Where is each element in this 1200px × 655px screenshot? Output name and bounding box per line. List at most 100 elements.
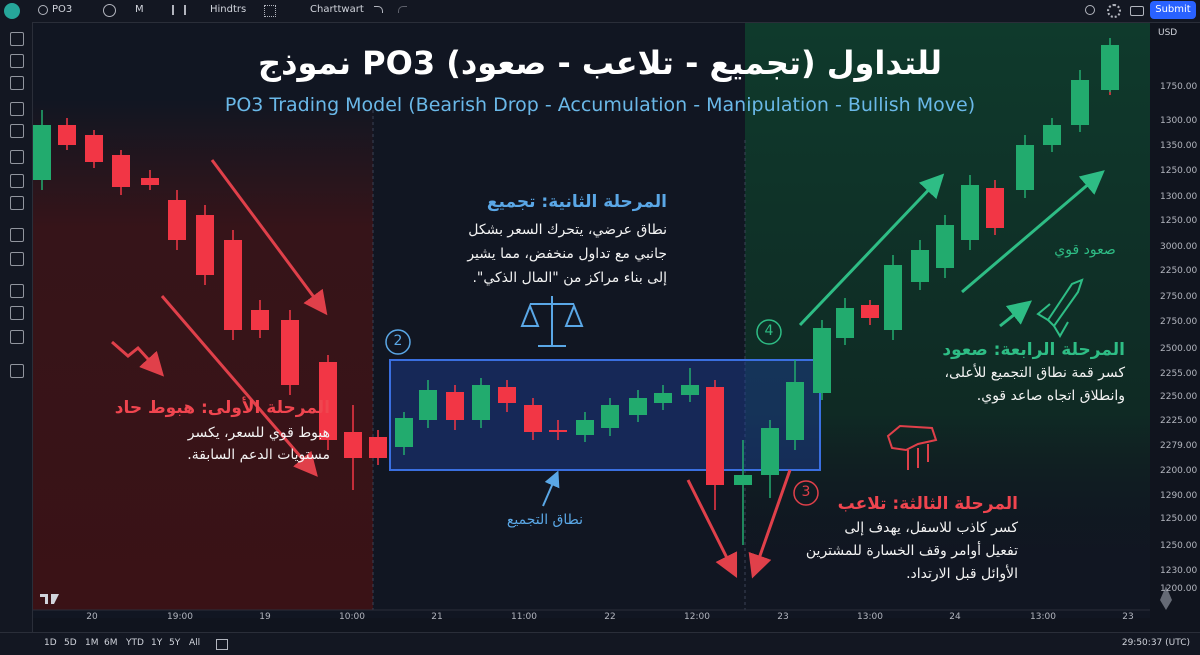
price-label: 1250.00 (1160, 541, 1198, 551)
candle-body (369, 437, 387, 458)
candles (33, 38, 1119, 545)
price-label: 2750.00 (1160, 292, 1198, 302)
candle-body (936, 225, 954, 268)
tool-icon[interactable] (10, 228, 24, 242)
candle-body (196, 215, 214, 275)
left-toolbar (0, 22, 33, 632)
undo-icon[interactable] (374, 6, 383, 13)
range-button[interactable]: All (189, 638, 201, 648)
candle-body (419, 390, 437, 420)
tool-icon[interactable] (10, 364, 24, 378)
candle-body (524, 405, 542, 432)
tool-icon[interactable] (10, 150, 24, 164)
tool-icon[interactable] (10, 174, 24, 188)
interval[interactable]: M (135, 4, 144, 15)
candle-body (1071, 80, 1089, 125)
camera-icon[interactable] (1130, 6, 1144, 16)
tool-icon[interactable] (10, 54, 24, 68)
tool-icon[interactable] (10, 124, 24, 138)
search-icon[interactable] (1085, 5, 1095, 15)
tool-icon[interactable] (10, 252, 24, 266)
price-axis (1150, 22, 1200, 632)
phase-number: 4 (764, 323, 774, 339)
phase-marker (385, 329, 411, 355)
arrow (160, 295, 318, 477)
time-label: 12:00 (684, 612, 710, 622)
time-label: 22 (604, 612, 616, 622)
range-button[interactable]: 1D (44, 638, 57, 648)
tool-icon[interactable] (10, 306, 24, 320)
price-label: 1250.00 (1160, 166, 1198, 176)
price-label: 2255.00 (1160, 369, 1198, 379)
clock: 29:50:37 (UTC) (1121, 638, 1190, 648)
candle-body (446, 392, 464, 420)
price-label: 2750.00 (1160, 317, 1198, 327)
time-label: 19 (259, 612, 271, 622)
price-label: 1200.00 (1160, 584, 1198, 594)
price-label: 3000.00 (1160, 242, 1198, 252)
scale-icon (520, 296, 584, 347)
price-label: 1300.00 (1160, 192, 1198, 202)
range-button[interactable]: 1M (85, 638, 99, 648)
candle-body (281, 320, 299, 385)
bottom-toolbar: 1D 5D 1M 6M YTD 1Y 5Y All 29:50:37 (UTC) (0, 632, 1200, 655)
price-label: 2225.00 (1160, 416, 1198, 426)
phase-title: المرحلة الرابعة: صعود (942, 340, 1125, 360)
indicators[interactable]: Hindtrs (210, 4, 247, 15)
range-button[interactable]: 5D (64, 638, 77, 648)
phase-marker (756, 319, 782, 345)
price-label: 2250.00 (1160, 266, 1198, 276)
candle-body (629, 398, 647, 415)
candle-body (761, 428, 779, 475)
symbol[interactable]: PO3 (52, 4, 73, 15)
phase-text: الأوائل قبل الارتداد. (906, 566, 1018, 582)
sparkle-icon (1160, 586, 1172, 610)
phase-text: هبوط قوي للسعر، يكسر (187, 425, 330, 441)
candle-body (168, 200, 186, 240)
phase-text: إلى بناء مراكز من "المال الذكي". (472, 270, 667, 286)
arrow (748, 469, 792, 579)
candle-body (319, 362, 337, 440)
chart-type-icon[interactable] (172, 5, 186, 15)
tool-icon[interactable] (10, 76, 24, 90)
phase-text: جانبي مع تداول منخفض، مما يشير (467, 246, 667, 262)
time-label: 13:00 (1030, 612, 1056, 622)
redo-icon[interactable] (398, 6, 407, 13)
phase-title: المرحلة الثانية: تجميع (486, 192, 667, 212)
phase-text: كسر كاذب للاسفل، يهدف إلى (844, 520, 1018, 536)
tool-icon[interactable] (10, 196, 24, 210)
candle-body (141, 178, 159, 185)
date-range-icon[interactable] (216, 639, 228, 650)
layout-icon[interactable] (264, 5, 276, 17)
search-icon[interactable] (38, 5, 48, 15)
tool-icon[interactable] (10, 32, 24, 46)
add-button[interactable] (103, 4, 116, 17)
arrow (210, 159, 328, 316)
candle-body (813, 328, 831, 393)
candle-body (1043, 125, 1061, 145)
range-button[interactable]: 1Y (151, 638, 163, 648)
time-label: 23 (777, 612, 789, 622)
submit-button[interactable]: Submit (1150, 1, 1196, 19)
range-button[interactable]: 6M (104, 638, 118, 648)
tool-icon[interactable] (10, 284, 24, 298)
time-label: 10:00 (339, 612, 365, 622)
candle-body (33, 125, 51, 180)
phase-marker (793, 480, 819, 506)
range-button[interactable]: YTD (126, 638, 144, 648)
candle-body (734, 475, 752, 485)
range-button[interactable]: 5Y (169, 638, 181, 648)
alerts[interactable]: Charttwart (310, 4, 364, 15)
logo (4, 3, 20, 19)
settings-icon[interactable] (1107, 4, 1121, 18)
rocket-icon (1036, 278, 1084, 338)
arrows (111, 159, 1105, 579)
tool-icon[interactable] (10, 102, 24, 116)
candle-body (706, 387, 724, 485)
tool-icon[interactable] (10, 330, 24, 344)
candle-body (836, 308, 854, 338)
time-label: 20 (86, 612, 98, 622)
arrow (686, 479, 738, 579)
price-label: 2279.00 (1160, 441, 1198, 451)
